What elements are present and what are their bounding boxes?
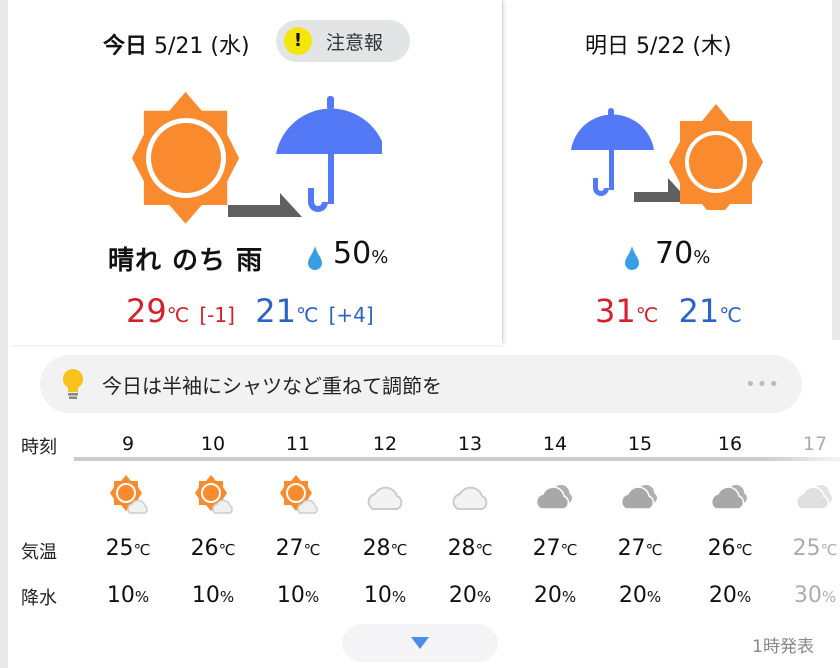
expand-button[interactable] (342, 624, 498, 662)
precip-label: 降水 (21, 588, 57, 609)
hourly-section: 今日は半袖にシャツなど重ねて調節を ••• 時刻 気温 降水 9 25℃ 10%… (8, 340, 840, 668)
alert-badge[interactable]: ! 注意報 (276, 20, 410, 62)
hour-temp: 26℃ (707, 536, 753, 561)
umbrella-icon (571, 108, 654, 196)
today-card[interactable]: 今日 5/21 (水) ! 注意報 晴れ のち 雨 50% 29℃ [-1] 21… (8, 0, 502, 345)
hour-label: 9 (121, 433, 135, 455)
cloud-light-icon (452, 486, 488, 510)
raindrop-icon (625, 246, 639, 270)
raindrop-icon (308, 246, 322, 270)
tomorrow-date: 明日 5/22 (木) (585, 34, 732, 59)
hour-temp: 28℃ (362, 536, 408, 561)
hour-label: 14 (542, 433, 568, 455)
arrow-icon (634, 178, 690, 202)
hour-temp: 25℃ (792, 536, 838, 561)
today-weather-icon (132, 92, 382, 224)
hour-precip: 10% (276, 583, 320, 608)
tomorrow-temps: 31℃ 21℃ (595, 292, 742, 330)
advice-bar[interactable]: 今日は半袖にシャツなど重ねて調節を ••• (40, 355, 802, 413)
sun-cloud-icon (110, 475, 148, 514)
hour-temp: 27℃ (532, 536, 578, 561)
hour-label: 13 (457, 433, 483, 455)
tomorrow-weather-icon (571, 104, 763, 210)
hour-precip: 30% (793, 583, 837, 608)
sun-icon (669, 104, 763, 210)
advice-text: 今日は半袖にシャツなど重ねて調節を (102, 373, 442, 398)
cloud-light-icon (367, 486, 403, 510)
time-label: 時刻 (21, 437, 57, 458)
published-time: 1時発表 (752, 637, 814, 657)
today-temps: 29℃ [-1] 21℃ [+4] (126, 292, 374, 330)
precip-chance: 70% (655, 236, 711, 271)
hour-temp: 26℃ (190, 536, 236, 561)
hour-precip: 20% (533, 583, 577, 608)
weather-description: 晴れ のち 雨 (108, 246, 264, 276)
cloud-dark-icon (797, 483, 834, 510)
hour-label: 16 (717, 433, 743, 455)
hour-label: 12 (372, 433, 398, 455)
hour-precip: 20% (448, 583, 492, 608)
hour-temp: 27℃ (617, 536, 663, 561)
hour-precip: 10% (363, 583, 407, 608)
hour-label: 10 (200, 433, 226, 455)
chevron-down-icon (411, 637, 429, 649)
today-date: 今日 5/21 (水) (103, 34, 250, 59)
tomorrow-card[interactable]: 明日 5/22 (木) 70% 31℃ 21℃ (503, 0, 832, 345)
hour-temp: 25℃ (105, 536, 151, 561)
more-icon[interactable]: ••• (745, 373, 780, 395)
temp-label: 気温 (21, 542, 57, 563)
cloud-dark-icon (622, 483, 659, 510)
hour-label: 17 (802, 433, 828, 455)
cloud-dark-icon (712, 483, 749, 510)
sun-cloud-icon (280, 475, 318, 514)
hour-precip: 20% (708, 583, 752, 608)
divider (74, 457, 840, 461)
hour-temp: 28℃ (447, 536, 493, 561)
hour-precip: 10% (106, 583, 150, 608)
cloud-dark-icon (537, 483, 574, 510)
hour-temp: 27℃ (275, 536, 321, 561)
sun-cloud-icon (195, 475, 233, 514)
lightbulb-icon (63, 369, 83, 399)
hour-label: 15 (627, 433, 653, 455)
hour-label: 11 (285, 433, 311, 455)
arrow-icon (228, 193, 302, 217)
exclamation-icon: ! (284, 27, 312, 55)
hour-precip: 20% (618, 583, 662, 608)
sun-icon (132, 92, 240, 224)
precip-chance: 50% (333, 236, 389, 271)
umbrella-icon (276, 96, 382, 212)
hour-precip: 10% (191, 583, 235, 608)
